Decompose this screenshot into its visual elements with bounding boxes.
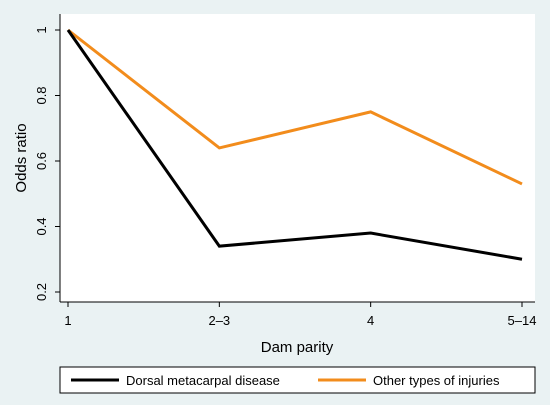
axes — [59, 14, 535, 303]
y-ticks: 0.2 0.4 0.6 0.8 1 — [34, 26, 60, 301]
x-axis-title: Dam parity — [261, 339, 334, 356]
x-ticks: 1 2–3 4 5–14 — [64, 302, 536, 328]
y-tick-label: 1 — [34, 26, 49, 33]
series-line-other-types-of-injuries — [67, 28, 523, 186]
x-tick-label: 1 — [64, 313, 71, 328]
legend-box — [59, 366, 536, 394]
series-lines — [66, 28, 523, 261]
x-tick-label: 4 — [367, 313, 374, 328]
y-tick-label: 0.2 — [34, 283, 49, 301]
legend-label-dorsal-metacarpal-disease: Dorsal metacarpal disease — [126, 373, 280, 388]
legend: Dorsal metacarpal disease Other types of… — [59, 366, 536, 394]
y-axis-title: Odds ratio — [13, 123, 30, 192]
plot-area — [60, 14, 535, 302]
x-tick-label: 5–14 — [508, 313, 537, 328]
y-tick-label: 0.6 — [34, 152, 49, 170]
series-line-dorsal-metacarpal-disease — [66, 29, 523, 261]
y-tick-label: 0.8 — [34, 86, 49, 104]
legend-label-other-types-of-injuries: Other types of injuries — [373, 373, 500, 388]
x-tick-label: 2–3 — [208, 313, 230, 328]
y-tick-label: 0.4 — [34, 217, 49, 235]
